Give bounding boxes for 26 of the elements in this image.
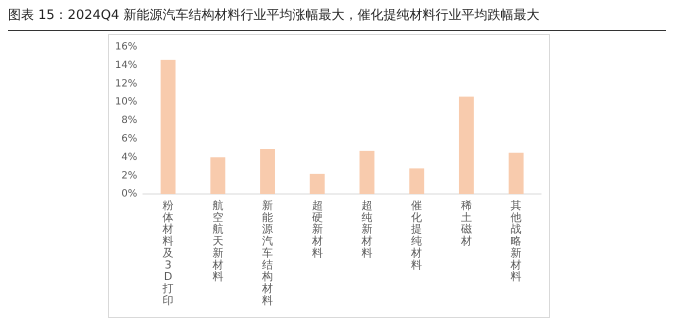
bar: [260, 149, 275, 194]
y-tick-label: 6%: [121, 134, 138, 145]
y-tick-label: 4%: [121, 152, 138, 163]
bar: [508, 152, 524, 194]
y-tick-label: 12%: [114, 78, 138, 90]
bar: [210, 157, 226, 194]
bar: [160, 60, 176, 194]
x-tick-label: 其他战略新材料: [510, 198, 522, 284]
bar: [360, 150, 374, 194]
x-tick-label: 超纯新材料: [360, 198, 372, 260]
x-tick-label: 催化提纯材料: [410, 198, 422, 272]
y-tick-label: 0%: [121, 188, 138, 200]
bar: [458, 96, 474, 194]
y-tick-label: 16%: [114, 42, 138, 53]
chart-title: 图表 15：2024Q4 新能源汽车结构材料行业平均涨幅最大，催化提纯材料行业平均跌幅最大: [8, 6, 666, 31]
x-tick-label: 航空航天新材料: [211, 198, 224, 284]
x-tick-label: 稀土磁材: [460, 198, 472, 248]
y-tick-label: 8%: [121, 115, 138, 126]
category-label: 新能源汽车结构材料: [262, 198, 274, 307]
category-label: 粉体材料及3D打印: [162, 198, 174, 307]
y-tick-label: 10%: [114, 96, 138, 108]
y-tick-label: 2%: [121, 170, 138, 182]
x-tick-label: 超硬新材料: [310, 198, 323, 260]
y-tick-label: 14%: [114, 60, 138, 71]
bar: [310, 174, 325, 194]
bar: [409, 168, 424, 194]
